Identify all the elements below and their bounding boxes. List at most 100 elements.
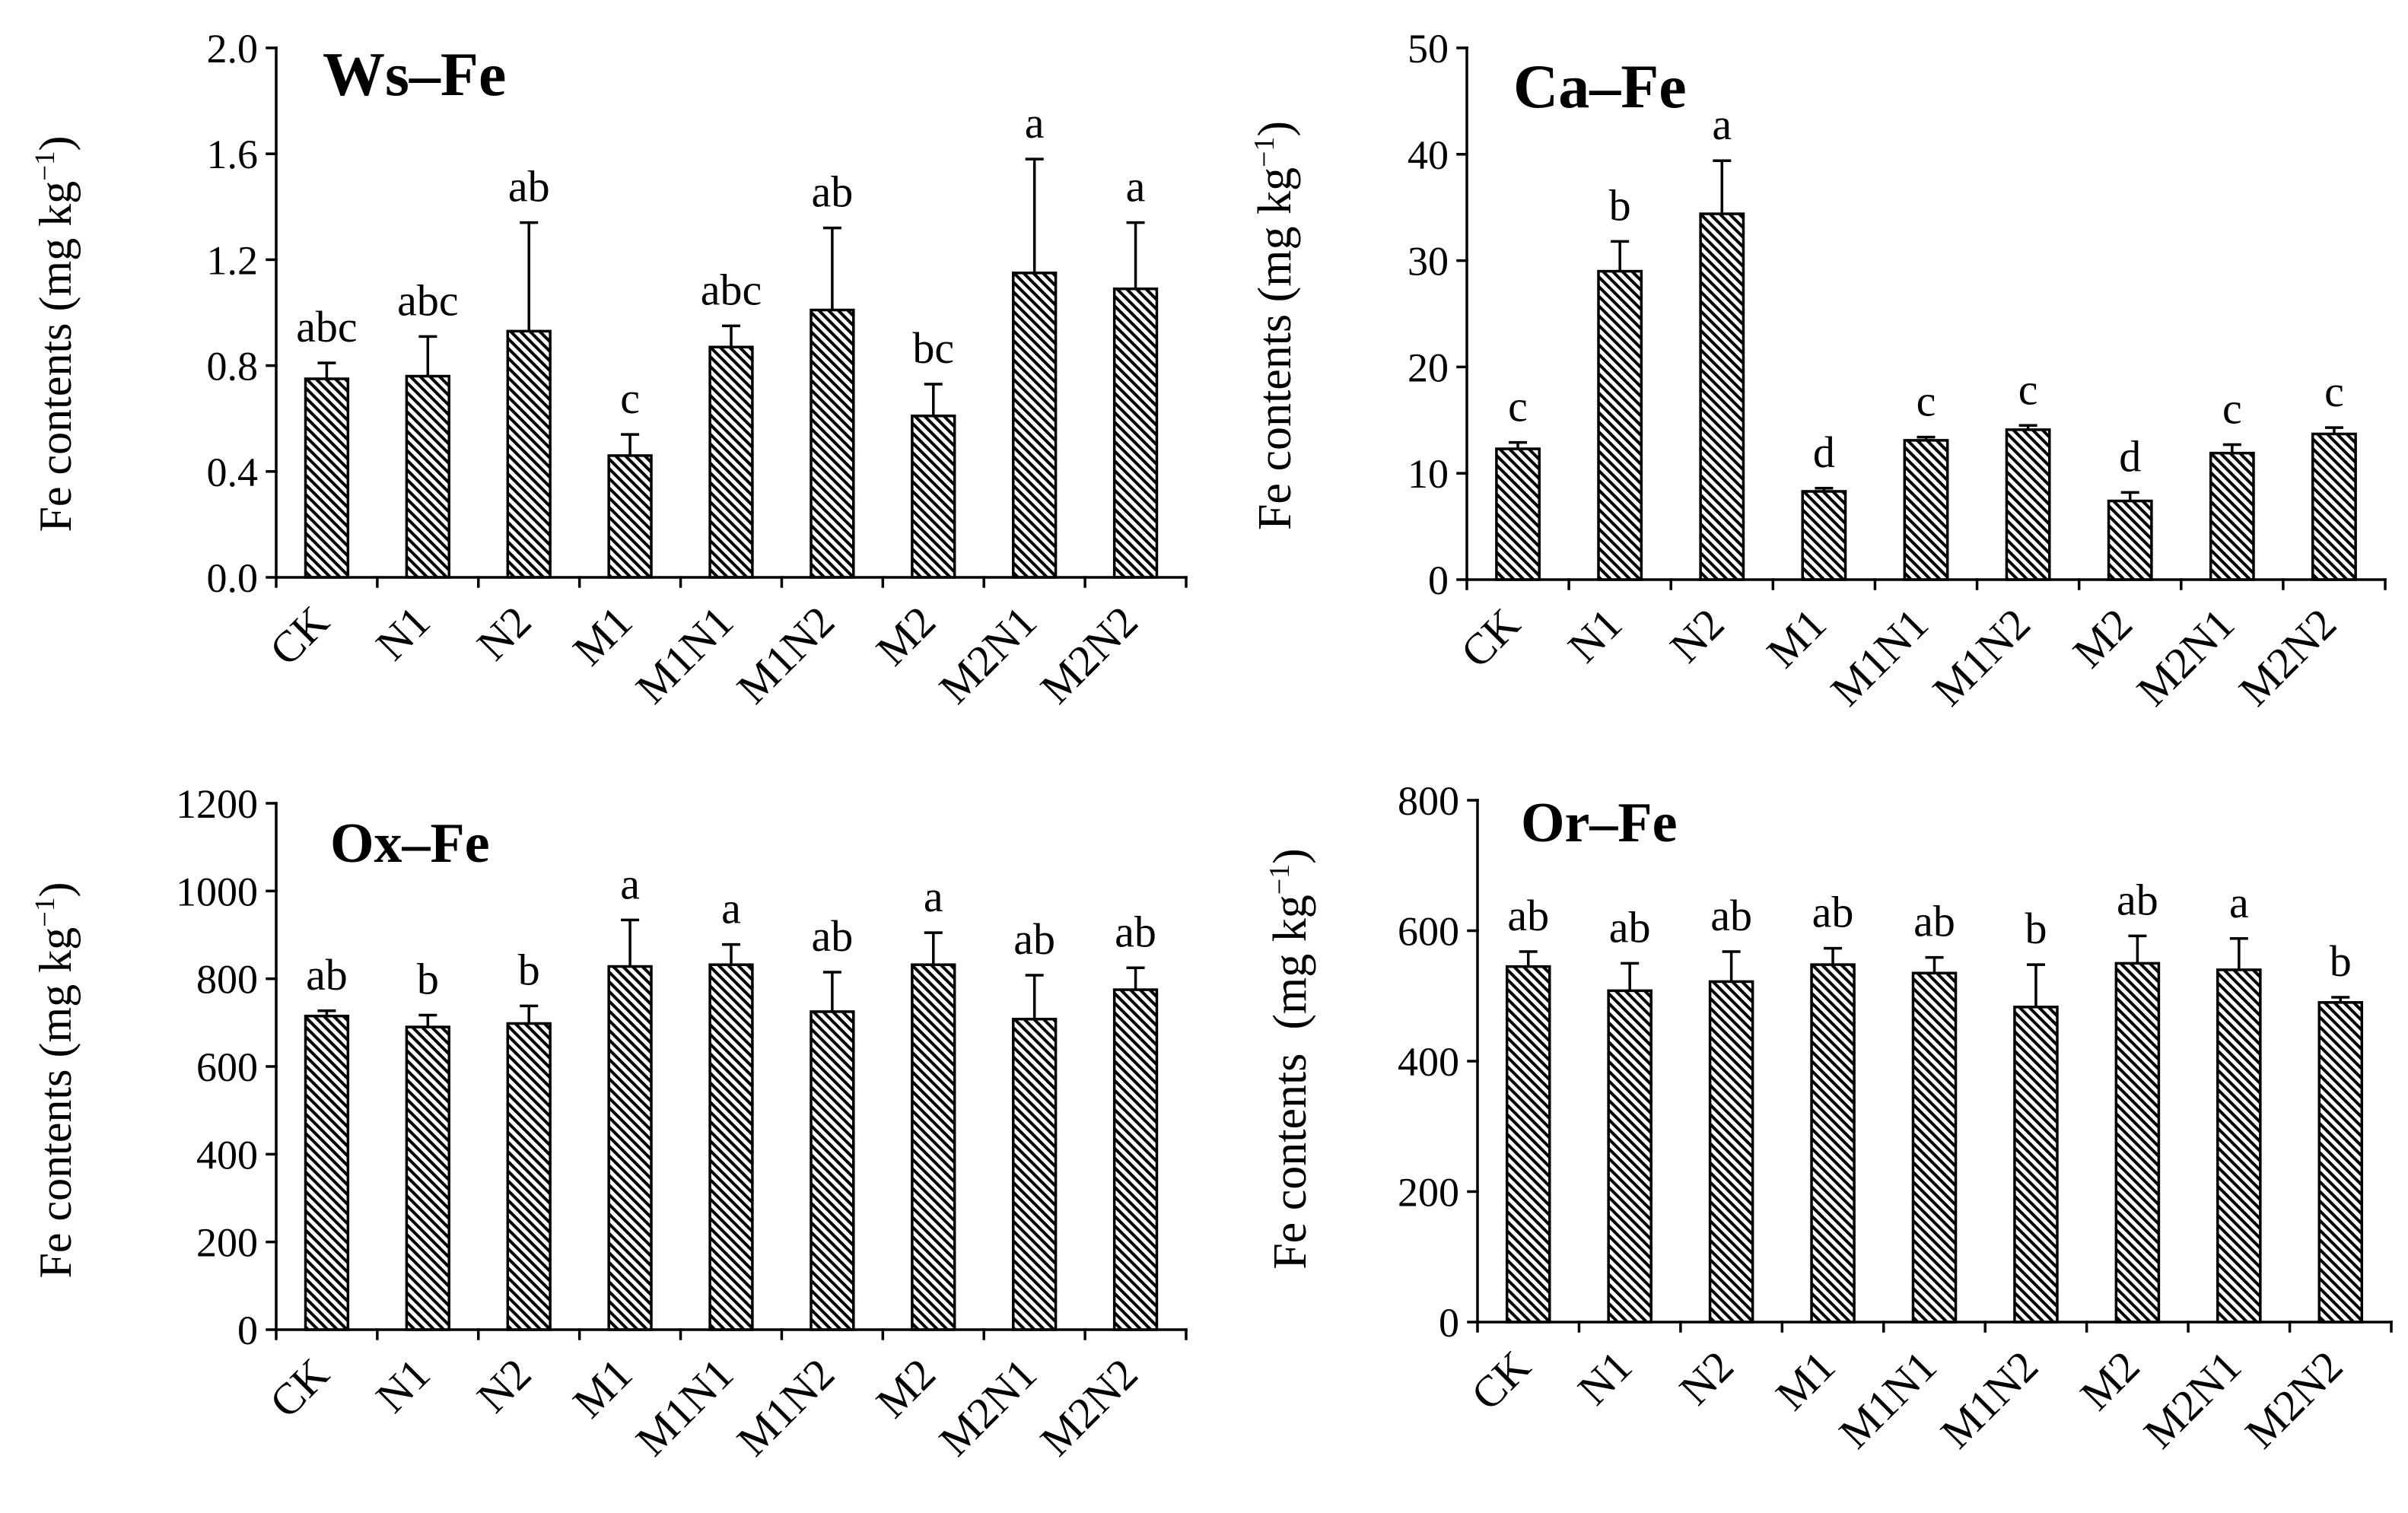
bar [2317,1001,2364,1324]
significance-letter: abc [397,275,459,325]
y-axis-label-text: Fe contents (mg kg [30,927,81,1279]
significance-letter: ab [812,911,854,961]
bar [1911,971,1958,1324]
y-tick-label: 0.0 [207,555,259,601]
significance-letter: ab [1710,891,1752,940]
significance-letter: b [518,945,540,994]
bar [405,374,450,579]
significance-letter: abc [296,302,358,351]
bar [1505,965,1551,1324]
significance-letter: a [620,859,640,908]
significance-letter: b [2025,904,2047,953]
bar [1112,988,1159,1331]
y-tick-label: 600 [196,1044,258,1090]
y-axis-label-text: Fe contents (mg kg [1264,895,1316,1270]
y-tick-label: 800 [1398,778,1459,824]
bar [405,1025,450,1331]
significance-letter: a [924,872,943,921]
bar [1699,212,1745,581]
significance-letter: d [2119,431,2141,481]
y-axis-label-text: Fe contents (mg kg [30,181,81,532]
bar [1012,1017,1058,1331]
y-axis-label-superscript: −1 [30,898,61,927]
bar [1903,439,1949,581]
significance-letter: b [2330,936,2352,986]
panel-title: Ca–Fe [1513,52,1687,121]
y-tick-label: 200 [1398,1170,1459,1216]
y-axis-label-close: ) [30,136,81,151]
bar [607,454,653,579]
y-axis-label: Fe contents (mg kg−1) [1264,848,1316,1270]
significance-letter: ab [1013,914,1055,964]
significance-letter: a [1025,98,1045,148]
significance-letter: a [1126,162,1146,211]
bar [1495,447,1541,581]
significance-letter: a [721,884,741,933]
bar [911,414,956,579]
y-tick-label: 1.2 [207,237,259,283]
significance-letter: ab [1115,907,1156,956]
y-tick-label: 0.4 [207,450,259,495]
y-tick-label: 0.8 [207,344,259,389]
y-tick-label: 800 [196,957,258,1003]
y-axis-label-superscript: −1 [1264,864,1296,895]
y-tick-label: 1000 [176,869,258,914]
panel-title: Or–Fe [1521,792,1677,854]
bar [1112,287,1159,579]
y-axis-label: Fe contents (mg kg−1) [30,136,81,532]
bar [2114,962,2161,1324]
significance-letter: ab [1812,888,1854,937]
panel-title: Ox–Fe [330,812,490,875]
significance-letter: abc [701,265,762,314]
significance-letter: bc [912,323,954,373]
y-tick-label: 0 [237,1308,258,1353]
bar [911,963,956,1331]
bar [1801,490,1847,581]
bar [810,308,855,579]
y-tick-label: 10 [1408,451,1449,497]
significance-letter: ab [1609,902,1651,952]
significance-letter: ab [306,950,348,1000]
y-axis-label-close: ) [1264,848,1316,864]
y-axis-label-text: Fe contents (mg kg [1249,167,1301,530]
bar [2107,499,2153,581]
significance-letter: c [1917,377,1936,426]
significance-letter: c [2018,364,2038,414]
bar [607,965,653,1331]
bar [1708,980,1754,1324]
bar [2209,451,2255,581]
significance-letter: c [2222,383,2242,433]
significance-letter: b [417,955,439,1004]
significance-letter: c [620,373,640,423]
y-tick-label: 600 [1398,909,1459,955]
y-axis-label: Fe contents (mg kg−1) [1249,121,1301,530]
y-tick-label: 2.0 [207,26,259,72]
y-tick-label: 40 [1408,132,1449,178]
y-axis-label-close: ) [30,882,81,898]
y-axis-label-close: ) [1249,121,1301,137]
y-tick-label: 400 [196,1132,258,1178]
significance-letter: ab [1507,891,1549,940]
significance-letter: a [1712,100,1732,149]
significance-letter: b [1609,180,1631,230]
bar [2013,1006,2059,1324]
y-tick-label: 0 [1439,1300,1459,1346]
bar [810,1010,855,1331]
bar [2216,968,2262,1324]
bar [304,1014,350,1331]
bar [708,963,754,1331]
y-axis-label-superscript: −1 [30,151,61,181]
y-tick-label: 1.6 [207,132,259,177]
bar [506,329,552,579]
significance-letter: ab [2117,875,2158,924]
y-axis-label: Fe contents (mg kg−1) [30,882,81,1279]
y-tick-label: 0 [1428,558,1449,603]
significance-letter: ab [1913,897,1955,946]
significance-letter: c [1508,382,1528,431]
panel-title: Ws–Fe [323,40,506,109]
significance-letter: a [2229,878,2249,927]
bar [304,377,350,579]
bar [1597,269,1643,581]
